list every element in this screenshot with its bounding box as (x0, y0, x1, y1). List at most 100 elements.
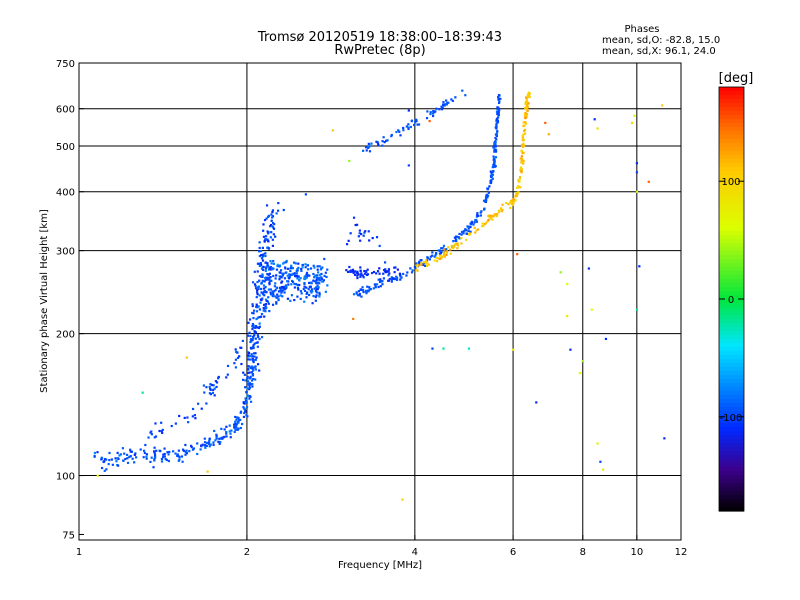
data-point (177, 459, 180, 462)
data-point (410, 271, 414, 274)
data-point (494, 141, 497, 144)
data-point (286, 280, 289, 283)
data-point (395, 130, 398, 134)
data-point (275, 274, 278, 277)
data-point (378, 267, 381, 270)
data-point (187, 421, 190, 424)
data-point (243, 408, 247, 411)
colorbar-band (719, 307, 744, 312)
data-point (267, 302, 270, 305)
data-point (523, 113, 527, 116)
data-point (126, 461, 130, 464)
data-point (239, 418, 242, 422)
data-point (522, 133, 525, 136)
data-point (417, 123, 421, 126)
data-point (263, 280, 266, 283)
data-point (509, 199, 513, 203)
data-point (248, 377, 251, 380)
data-point (360, 232, 363, 236)
data-point (476, 212, 479, 215)
colorbar-band (719, 139, 744, 144)
data-point (258, 241, 261, 244)
data-point (282, 288, 285, 291)
data-point (265, 291, 268, 294)
data-point (415, 268, 419, 271)
data-point (297, 275, 300, 278)
colorbar-band (719, 243, 744, 248)
data-point (275, 212, 278, 215)
data-point (207, 441, 211, 444)
colorbar-band (719, 147, 744, 152)
data-point (494, 145, 498, 148)
data-point (248, 397, 251, 400)
data-point (290, 294, 294, 297)
data-point (480, 210, 483, 213)
data-point (352, 271, 355, 274)
data-point (211, 391, 215, 394)
colorbar-band (719, 115, 744, 120)
data-point (468, 233, 471, 236)
data-point (522, 159, 525, 163)
data-point (271, 294, 274, 298)
data-point (220, 437, 223, 440)
data-point (234, 348, 237, 351)
data-point (373, 283, 376, 286)
data-point (150, 433, 153, 436)
data-point (274, 235, 277, 238)
data-point (271, 303, 275, 306)
data-point (241, 339, 244, 343)
data-point (492, 146, 495, 149)
data-point (569, 348, 572, 351)
data-point (426, 264, 429, 268)
data-point (269, 293, 273, 296)
data-point (269, 268, 273, 271)
data-point (635, 171, 639, 174)
x-tick-label: 2 (244, 547, 250, 558)
data-point (526, 106, 529, 109)
data-point (263, 307, 266, 310)
data-point (286, 274, 289, 277)
data-point (254, 378, 257, 381)
data-point (276, 264, 279, 268)
data-point (249, 366, 253, 370)
data-point (251, 325, 254, 328)
data-point (498, 109, 501, 112)
data-point (273, 222, 276, 226)
data-point (260, 267, 264, 270)
data-point (524, 120, 527, 124)
data-point (268, 225, 272, 228)
data-point (262, 223, 265, 226)
colorbar-band (719, 387, 744, 392)
colorbar-band (719, 223, 744, 228)
data-point (256, 289, 259, 292)
data-point (491, 166, 494, 169)
data-point (252, 377, 255, 381)
data-point (516, 192, 519, 195)
data-point (289, 299, 292, 302)
data-point (482, 224, 485, 228)
data-point (164, 457, 167, 461)
data-point (528, 95, 531, 99)
data-point (461, 89, 464, 92)
data-point (249, 375, 252, 378)
data-point (115, 460, 118, 463)
data-point (518, 176, 522, 179)
data-point (348, 265, 351, 269)
data-point (209, 443, 212, 446)
data-point (240, 362, 243, 366)
data-point (264, 305, 267, 308)
data-point (370, 142, 373, 145)
colorbar-band (719, 423, 744, 428)
data-point (528, 92, 531, 95)
data-point (161, 431, 164, 435)
data-point (199, 444, 203, 447)
data-point (286, 297, 290, 300)
data-point (520, 149, 523, 152)
data-point (277, 295, 280, 298)
data-point (495, 127, 498, 130)
colorbar-band (719, 279, 744, 284)
data-point (467, 225, 470, 228)
data-point (260, 312, 264, 316)
data-point (363, 231, 366, 234)
data-point (294, 282, 298, 286)
